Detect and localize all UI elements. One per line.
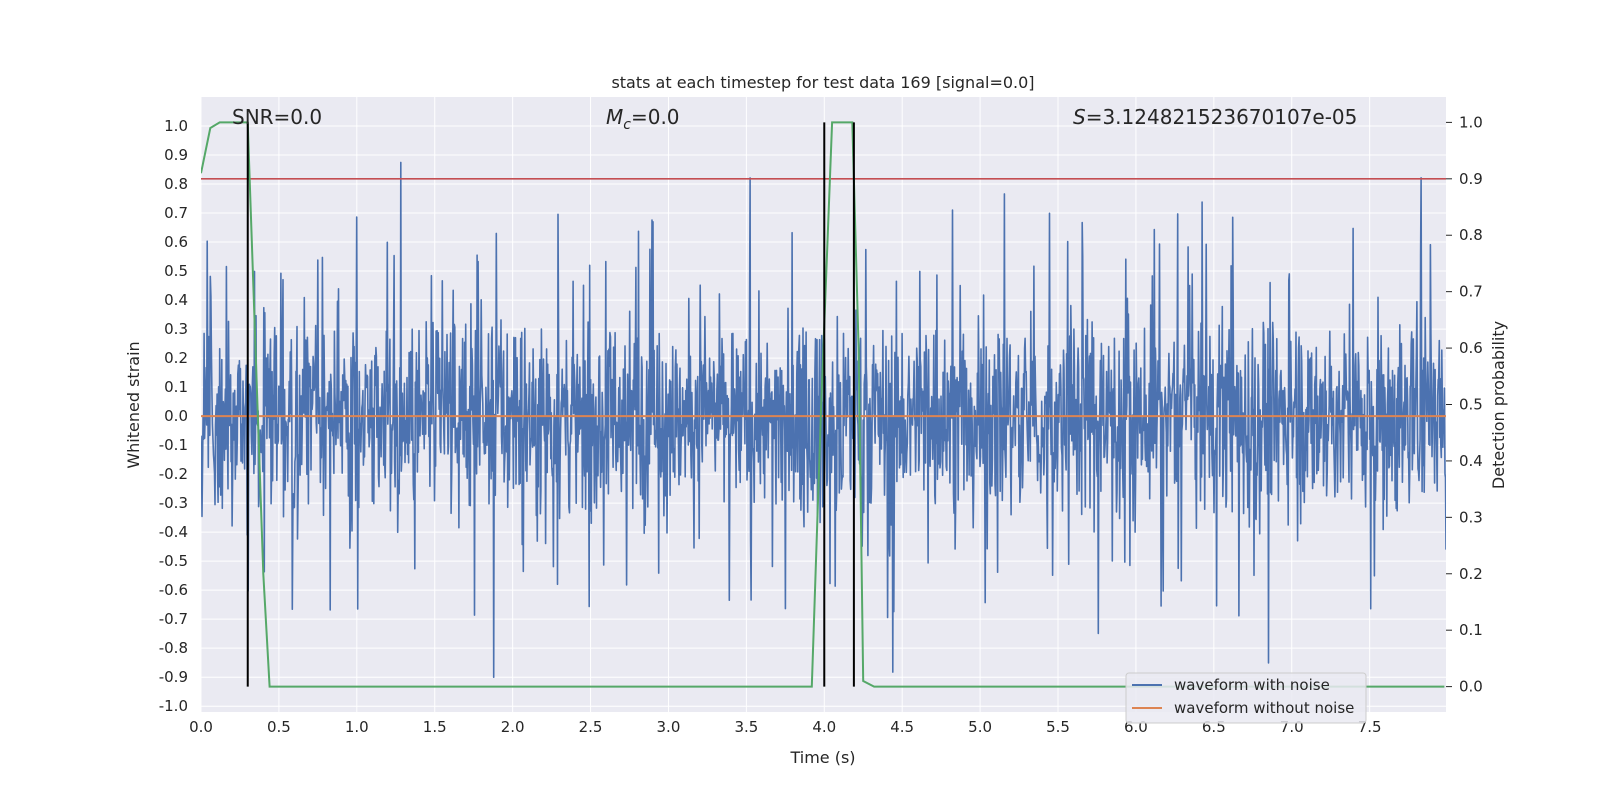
right-y-tick-label: 0.4 bbox=[1459, 452, 1483, 470]
right-y-tick-label: 1.0 bbox=[1459, 113, 1483, 131]
series-layer bbox=[201, 121, 1446, 688]
statistic-annotation: S=3.124821523670107e-05 bbox=[1073, 105, 1357, 129]
right-y-axis: 1.0 0.9 0.8 0.7 0.6 0.5 0.4 0.3 0.2 0.1 0.0 bbox=[1446, 113, 1483, 696]
x-tick-label: 4.0 bbox=[812, 718, 836, 736]
right-y-tick-label: 0.5 bbox=[1459, 396, 1483, 414]
right-y-tick-label: 0.3 bbox=[1459, 508, 1483, 526]
x-tick-label: 3.0 bbox=[657, 718, 681, 736]
right-y-tick-label: 0.0 bbox=[1459, 678, 1483, 696]
right-y-tick-label: 0.7 bbox=[1459, 283, 1483, 301]
detection-probability-line bbox=[201, 121, 1445, 688]
right-y-tick-label: 0.6 bbox=[1459, 339, 1483, 357]
left-y-tick-label: 0.2 bbox=[164, 349, 188, 367]
left-y-tick-label: -0.9 bbox=[159, 668, 188, 686]
x-tick-label: 0.0 bbox=[189, 718, 213, 736]
left-y-tick-label: 0.9 bbox=[164, 146, 188, 164]
snr-annotation: SNR=0.0 bbox=[232, 105, 322, 129]
x-tick-label: 0.5 bbox=[267, 718, 291, 736]
statistic-symbol: S bbox=[1073, 105, 1086, 129]
left-y-tick-label: -1.0 bbox=[159, 697, 188, 715]
left-y-tick-label: 0.0 bbox=[164, 407, 188, 425]
x-tick-label: 3.5 bbox=[734, 718, 758, 736]
left-y-tick-label: -0.5 bbox=[159, 552, 188, 570]
left-y-tick-label: -0.6 bbox=[159, 581, 188, 599]
legend: waveform with noise waveform without noi… bbox=[1125, 672, 1367, 724]
left-y-tick-label: 0.6 bbox=[164, 233, 188, 251]
right-y-tick-label: 0.9 bbox=[1459, 170, 1483, 188]
left-y-tick-label: -0.2 bbox=[159, 465, 188, 483]
statistic-value: =3.124821523670107e-05 bbox=[1086, 105, 1358, 129]
left-y-tick-label: -0.7 bbox=[159, 610, 188, 628]
left-y-tick-label: -0.4 bbox=[159, 523, 188, 541]
x-tick-label: 5.5 bbox=[1046, 718, 1070, 736]
x-tick-label: 1.5 bbox=[423, 718, 447, 736]
x-tick-label: 5.0 bbox=[968, 718, 992, 736]
x-tick-label: 1.0 bbox=[345, 718, 369, 736]
left-y-tick-label: -0.3 bbox=[159, 494, 188, 512]
left-y-tick-label: 0.7 bbox=[164, 204, 188, 222]
left-y-tick-label: -0.8 bbox=[159, 639, 188, 657]
right-y-tick-label: 0.8 bbox=[1459, 226, 1483, 244]
chart-title: stats at each timestep for test data 169… bbox=[611, 73, 1034, 92]
left-y-tick-label: 0.3 bbox=[164, 320, 188, 338]
x-tick-label: 4.5 bbox=[890, 718, 914, 736]
right-y-axis-label: Detection probability bbox=[1489, 321, 1508, 489]
chirp-mass-subscript: c bbox=[623, 117, 631, 133]
left-y-tick-label: 0.8 bbox=[164, 175, 188, 193]
left-y-tick-label: -0.1 bbox=[159, 436, 188, 454]
right-y-tick-label: 0.2 bbox=[1459, 565, 1483, 583]
legend-label-noise: waveform with noise bbox=[1174, 676, 1330, 694]
chirp-mass-symbol: M bbox=[606, 105, 623, 129]
left-y-axis-label: Whitened strain bbox=[124, 341, 143, 468]
left-y-tick-label: 0.5 bbox=[164, 262, 188, 280]
right-y-tick-label: 0.1 bbox=[1459, 621, 1483, 639]
x-tick-label: 2.5 bbox=[579, 718, 603, 736]
left-y-tick-label: 1.0 bbox=[164, 117, 188, 135]
left-y-tick-label: 0.4 bbox=[164, 291, 188, 309]
x-axis-label: Time (s) bbox=[789, 748, 855, 767]
chirp-mass-value: =0.0 bbox=[631, 105, 680, 129]
left-y-tick-label: 0.1 bbox=[164, 378, 188, 396]
legend-label-clean: waveform without noise bbox=[1174, 699, 1354, 717]
x-tick-label: 2.0 bbox=[501, 718, 525, 736]
chirp-mass-annotation: Mc=0.0 bbox=[606, 105, 680, 133]
left-y-axis: 1.0 0.9 0.8 0.7 0.6 0.5 0.4 0.3 0.2 0.1 0.0 -0.1 -0.… bbox=[159, 117, 188, 715]
legend-box bbox=[1125, 672, 1367, 724]
